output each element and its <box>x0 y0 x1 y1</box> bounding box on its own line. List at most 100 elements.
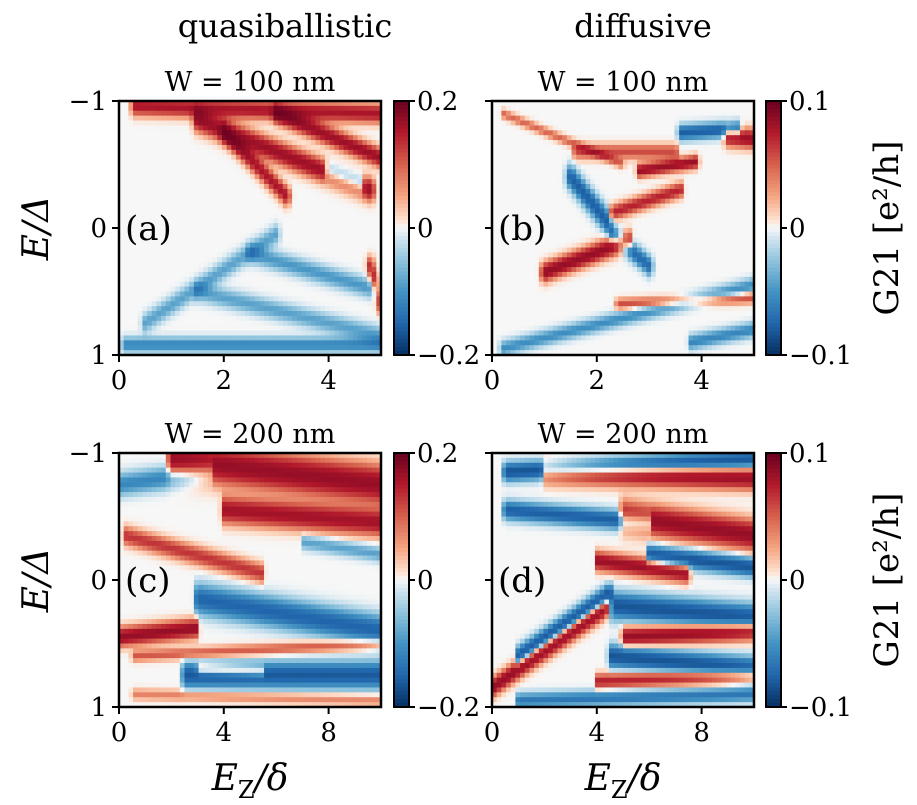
heatmap-cell <box>254 335 260 341</box>
heatmap-cell <box>301 135 307 141</box>
heatmap-cell <box>646 105 652 112</box>
heatmap-cell <box>231 159 237 166</box>
heatmap-cell <box>679 223 685 229</box>
heatmap-cell <box>711 154 718 161</box>
heatmap-cell <box>193 164 200 170</box>
heatmap-cell <box>221 198 228 205</box>
heatmap-cell <box>259 281 265 288</box>
heatmap-cell <box>175 203 181 210</box>
heatmap-cell <box>343 193 349 200</box>
heatmap-cell <box>739 188 746 195</box>
heatmap-cell <box>338 335 345 341</box>
heatmap-cell <box>571 135 577 141</box>
heatmap-cell <box>371 340 377 346</box>
heatmap-cell <box>557 149 563 156</box>
heatmap-cell <box>259 105 265 112</box>
heatmap-cell <box>744 184 750 190</box>
heatmap-cell <box>371 242 377 249</box>
heatmap-cell <box>529 120 535 127</box>
heatmap-cell <box>287 271 293 278</box>
heatmap-cell <box>296 242 303 249</box>
heatmap-cell <box>165 320 172 327</box>
heatmap-cell <box>665 101 671 107</box>
heatmap-cell <box>240 213 246 219</box>
heatmap-cell <box>334 174 340 180</box>
heatmap-cell <box>137 203 143 210</box>
heatmap-cell <box>128 120 134 127</box>
heatmap-cell <box>594 149 601 156</box>
heatmap-cell <box>646 115 652 122</box>
heatmap-cell <box>296 130 303 136</box>
heatmap-cell <box>580 208 587 214</box>
heatmap-cell <box>496 257 502 263</box>
heatmap-cell <box>613 164 619 170</box>
heatmap-cell <box>334 169 340 175</box>
heatmap-cell <box>123 120 129 127</box>
heatmap-cell <box>221 330 228 337</box>
heatmap-cell <box>580 193 587 200</box>
heatmap-cell <box>170 286 176 293</box>
heatmap-cell <box>655 174 662 180</box>
heatmap-cell <box>240 345 246 351</box>
heatmap-cell <box>735 242 741 249</box>
heatmap-cell <box>716 164 722 170</box>
heatmap-cell <box>175 330 181 337</box>
heatmap-cell <box>604 203 610 210</box>
heatmap-cell <box>711 247 718 254</box>
heatmap-cell <box>632 218 638 224</box>
heatmap-cell <box>329 281 335 288</box>
heatmap-cell <box>366 252 373 258</box>
heatmap-cell <box>711 149 718 156</box>
heatmap-cell <box>566 188 573 195</box>
heatmap-cell <box>193 208 200 214</box>
heatmap-cell <box>226 257 232 263</box>
heatmap-cell <box>142 154 148 161</box>
heatmap-cell <box>543 130 549 136</box>
heatmap-cell <box>151 169 158 175</box>
heatmap-cell <box>282 169 289 175</box>
heatmap-cell <box>702 184 708 190</box>
heatmap-cell <box>683 208 690 214</box>
heatmap-cell <box>543 110 549 117</box>
heatmap-cell <box>501 125 507 131</box>
heatmap-cell <box>250 110 256 117</box>
heatmap-cell <box>268 115 274 122</box>
heatmap-cell <box>142 345 148 351</box>
heatmap-cell <box>534 232 540 239</box>
heatmap-cell <box>324 340 331 346</box>
heatmap-cell <box>674 228 680 234</box>
heatmap-cell <box>580 271 587 278</box>
heatmap-cell <box>348 335 354 341</box>
heatmap-cell <box>287 159 293 166</box>
heatmap-cell <box>184 154 190 161</box>
heatmap-cell <box>264 198 270 205</box>
heatmap-cell <box>506 218 512 224</box>
heatmap-cell <box>240 223 246 229</box>
heatmap-cell <box>147 325 153 332</box>
heatmap-cell <box>338 228 345 234</box>
heatmap-cell <box>557 159 563 166</box>
heatmap-cell <box>613 213 619 219</box>
heatmap-cell <box>240 242 246 249</box>
heatmap-cell <box>637 120 643 127</box>
heatmap-cell <box>641 169 647 175</box>
heatmap-cell <box>306 267 312 273</box>
heatmap-cell <box>128 335 134 341</box>
colorbar-segment <box>394 295 409 301</box>
heatmap-cell <box>376 105 382 112</box>
heatmap-cell <box>161 110 167 117</box>
heatmap-cell <box>604 164 610 170</box>
heatmap-cell <box>576 101 582 107</box>
heatmap-cell <box>571 203 577 210</box>
heatmap-cell <box>175 169 181 175</box>
heatmap-cell <box>137 315 143 322</box>
heatmap-cell <box>254 115 260 122</box>
heatmap-cell <box>315 311 321 317</box>
heatmap-cell <box>674 140 680 146</box>
heatmap-cell <box>142 301 148 307</box>
heatmap-cell <box>725 125 732 131</box>
heatmap-cell <box>250 144 256 151</box>
heatmap-cell <box>524 247 531 254</box>
heatmap-cell <box>371 164 377 170</box>
heatmap-cell <box>651 184 657 190</box>
